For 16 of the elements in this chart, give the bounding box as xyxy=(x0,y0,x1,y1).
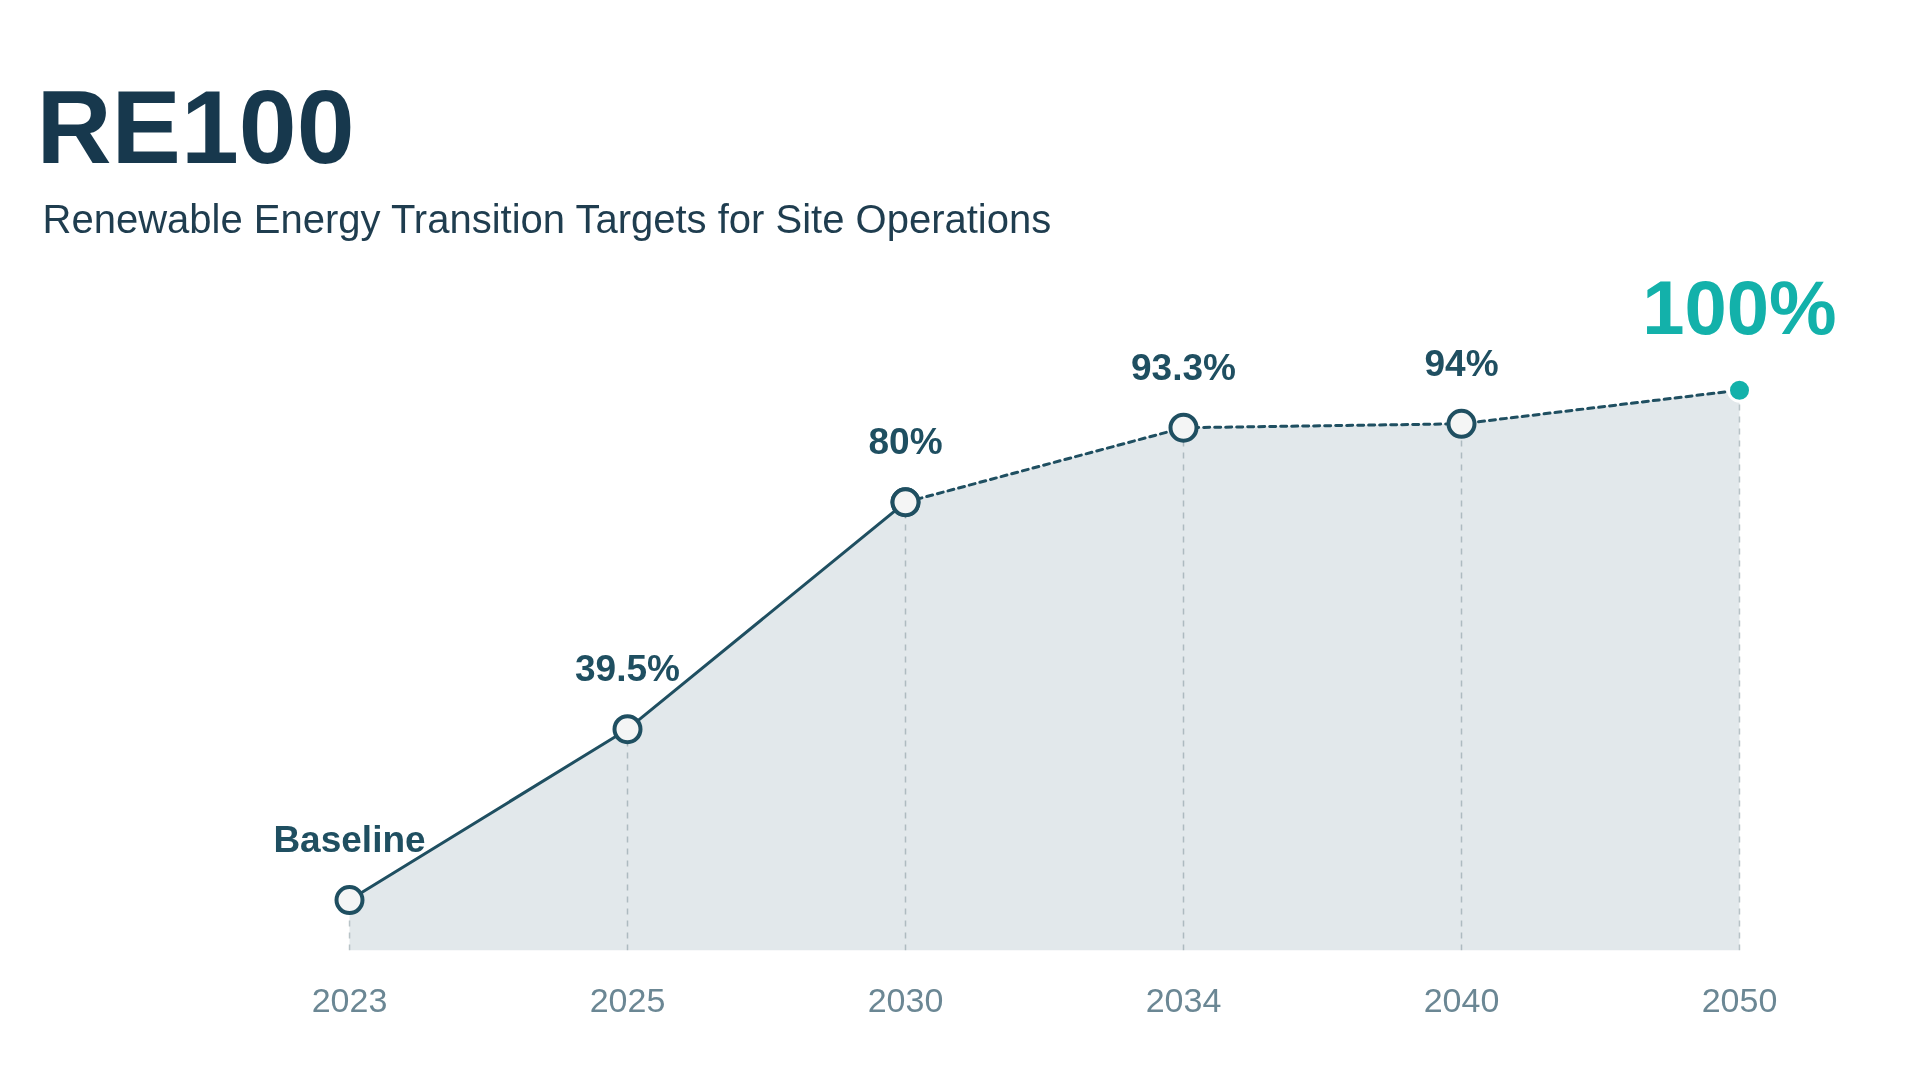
data-label: 93.3% xyxy=(1131,346,1236,388)
data-label: 80% xyxy=(868,421,943,463)
x-tick-label: 2025 xyxy=(589,980,666,1019)
data-label: 100% xyxy=(1642,265,1837,351)
data-label: 94% xyxy=(1424,342,1499,384)
x-tick-label: 2040 xyxy=(1423,980,1500,1019)
x-tick-label: 2023 xyxy=(311,980,388,1019)
x-tick-label: 2030 xyxy=(867,980,944,1019)
data-label: 39.5% xyxy=(575,648,680,690)
point xyxy=(612,714,643,745)
x-tick-label: 2050 xyxy=(1701,980,1778,1019)
chart-subtitle: Renewable Energy Transition Targets for Site Operations xyxy=(42,196,1052,241)
point xyxy=(334,885,365,916)
chart-title: RE100 xyxy=(36,68,355,185)
x-tick-label: 2034 xyxy=(1145,980,1222,1019)
data-label: Baseline xyxy=(273,819,426,861)
